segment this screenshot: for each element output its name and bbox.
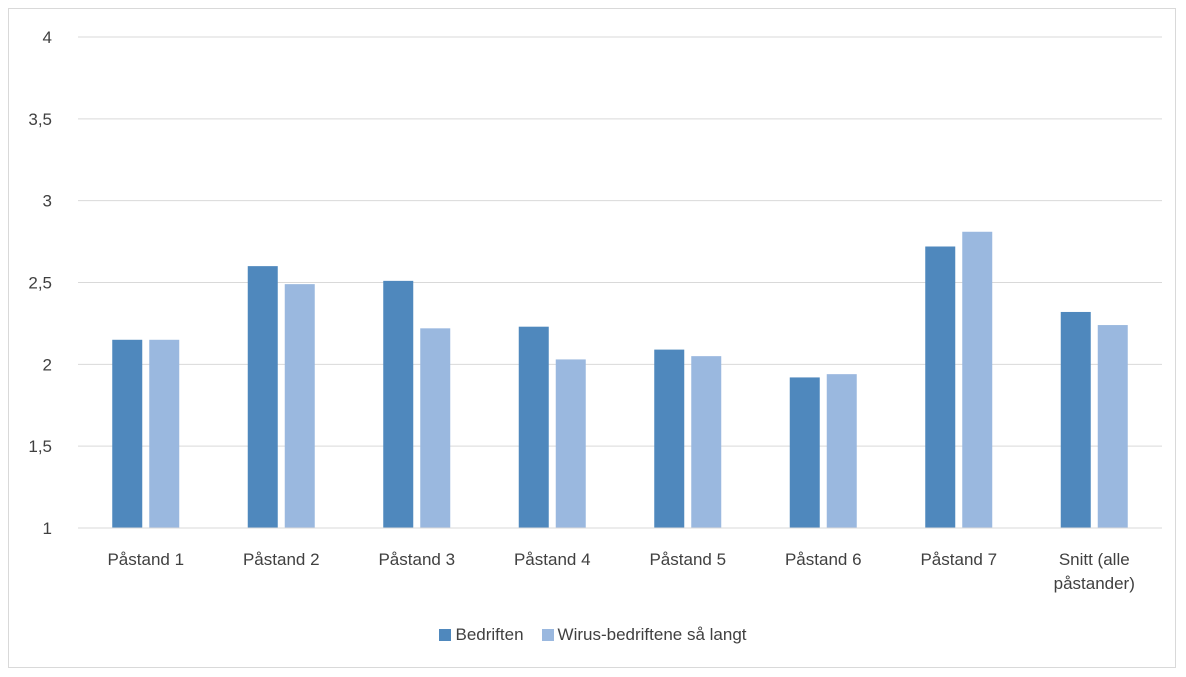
bar-bedriften-5 — [654, 349, 685, 528]
gridlines — [78, 36, 1162, 529]
bar-bedriften-4 — [518, 326, 549, 528]
bar-wirus-7 — [962, 231, 993, 528]
bar-wirus-2 — [284, 284, 315, 528]
x-tick-label: Påstand 3 — [378, 550, 455, 569]
bar-bedriften-8 — [1060, 311, 1091, 528]
bar-bedriften-3 — [383, 280, 414, 528]
x-tick-label: Påstand 2 — [243, 550, 320, 569]
legend-item-wirus: Wirus-bedriftene så langt — [541, 625, 747, 645]
legend-item-bedriften: Bedriften — [439, 625, 524, 645]
x-axis-tick-labels: Påstand 1 Påstand 2 Påstand 3 Påstand 4 Påst… — [107, 550, 1134, 593]
bar-bedriften-7 — [925, 246, 956, 528]
legend: Bedriften Wirus-bedriftene så langt — [0, 620, 1186, 650]
y-tick-label: 2,5 — [28, 274, 52, 293]
bar-wirus-5 — [691, 356, 722, 528]
legend-swatch-bedriften — [439, 629, 452, 641]
y-tick-label: 3,5 — [28, 110, 52, 129]
x-tick-label-line: Påstand 1 — [107, 550, 184, 569]
bar-bedriften-1 — [112, 339, 143, 528]
legend-label-wirus: Wirus-bedriftene så langt — [557, 625, 747, 644]
x-tick-label: Påstand 6 — [785, 550, 862, 569]
bar-bedriften-6 — [789, 377, 820, 528]
x-tick-label: Påstand 5 — [649, 550, 726, 569]
x-tick-label-line: Snitt (alle — [1059, 550, 1130, 569]
bar-bedriften-2 — [247, 266, 278, 528]
bar-wirus-8 — [1097, 325, 1128, 528]
y-tick-label: 4 — [43, 28, 52, 47]
bar-wirus-1 — [149, 339, 180, 528]
x-tick-label-line: påstander) — [1054, 574, 1135, 593]
y-tick-label: 1,5 — [28, 437, 52, 456]
x-tick-label-line: Påstand 6 — [785, 550, 862, 569]
bar-wirus-6 — [826, 374, 857, 528]
x-tick-label: Påstand 4 — [514, 550, 591, 569]
bar-wirus-3 — [420, 328, 451, 528]
y-tick-label: 2 — [43, 355, 52, 374]
bars — [112, 231, 1128, 528]
x-tick-label: Påstand 1 — [107, 550, 184, 569]
x-tick-label-line: Påstand 7 — [920, 550, 997, 569]
x-tick-label: Påstand 7 — [920, 550, 997, 569]
y-tick-label: 3 — [43, 192, 52, 211]
x-tick-label-line: Påstand 3 — [378, 550, 455, 569]
legend-swatch-wirus — [541, 629, 554, 641]
x-tick-label-line: Påstand 4 — [514, 550, 591, 569]
y-tick-label: 1 — [43, 519, 52, 538]
x-tick-label: Snitt (alle påstander) — [1054, 550, 1135, 593]
x-tick-label-line: Påstand 2 — [243, 550, 320, 569]
y-axis-tick-labels: 1 1,5 2 2,5 3 3,5 4 — [28, 28, 52, 538]
legend-label-bedriften: Bedriften — [455, 625, 524, 644]
x-tick-label-line: Påstand 5 — [649, 550, 726, 569]
bar-wirus-4 — [555, 359, 586, 528]
